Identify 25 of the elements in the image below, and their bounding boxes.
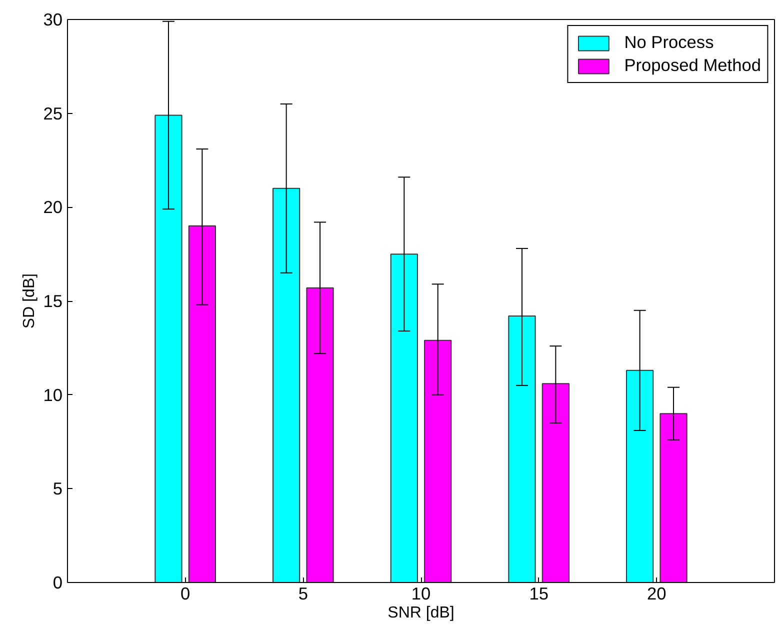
legend-label: No Process xyxy=(624,32,714,53)
bar xyxy=(660,413,688,582)
bar xyxy=(188,225,216,582)
y-tick-label: 20 xyxy=(43,197,63,218)
x-tick-label: 15 xyxy=(529,584,548,604)
y-tick-label: 25 xyxy=(43,103,63,124)
legend-label: Proposed Method xyxy=(624,55,761,76)
y-tick-label: 15 xyxy=(43,291,63,311)
x-axis-title: SNR [dB] xyxy=(388,604,454,622)
y-tick-label: 30 xyxy=(43,10,63,30)
x-tick-label: 10 xyxy=(411,584,431,604)
bar xyxy=(272,188,300,582)
bar xyxy=(390,254,418,582)
bar xyxy=(306,287,334,582)
y-axis-title: SD [dB] xyxy=(21,273,38,329)
x-tick-label: 5 xyxy=(298,584,308,604)
bar xyxy=(424,340,452,582)
x-tick-label: 20 xyxy=(647,584,666,604)
y-tick-label: 10 xyxy=(43,384,63,405)
bar xyxy=(154,114,182,582)
bar xyxy=(508,316,536,582)
bar xyxy=(626,370,654,582)
bar xyxy=(542,383,570,582)
x-tick-label: 0 xyxy=(180,584,190,604)
y-tick-label: 5 xyxy=(52,478,63,499)
